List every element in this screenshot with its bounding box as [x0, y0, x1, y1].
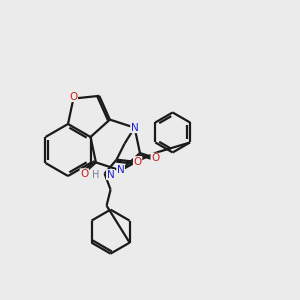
- Text: O: O: [69, 92, 77, 102]
- Text: N: N: [131, 123, 138, 133]
- Text: N: N: [117, 166, 124, 176]
- Text: H: H: [92, 169, 100, 180]
- Text: O: O: [134, 157, 142, 166]
- Text: N: N: [106, 169, 114, 180]
- Text: O: O: [80, 169, 88, 179]
- Text: O: O: [151, 153, 159, 163]
